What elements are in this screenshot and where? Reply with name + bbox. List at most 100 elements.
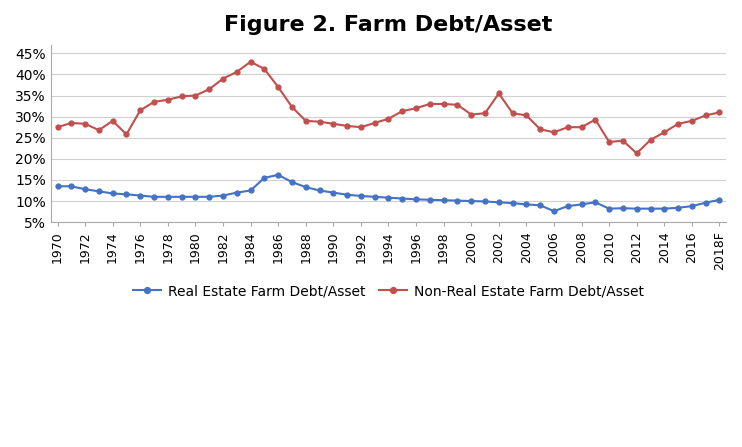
Non-Real Estate Farm Debt/Asset	[646, 137, 655, 143]
Real Estate Farm Debt/Asset	[563, 203, 572, 209]
Real Estate Farm Debt/Asset	[246, 188, 255, 193]
Non-Real Estate Farm Debt/Asset	[94, 127, 103, 133]
Real Estate Farm Debt/Asset	[619, 206, 628, 211]
Real Estate Farm Debt/Asset	[577, 202, 586, 207]
Non-Real Estate Farm Debt/Asset	[246, 59, 255, 64]
Non-Real Estate Farm Debt/Asset	[384, 116, 393, 122]
Line: Non-Real Estate Farm Debt/Asset: Non-Real Estate Farm Debt/Asset	[55, 59, 722, 156]
Non-Real Estate Farm Debt/Asset	[494, 91, 503, 96]
Real Estate Farm Debt/Asset	[67, 184, 76, 189]
Real Estate Farm Debt/Asset	[384, 195, 393, 200]
Non-Real Estate Farm Debt/Asset	[577, 125, 586, 130]
Real Estate Farm Debt/Asset	[660, 206, 669, 211]
Non-Real Estate Farm Debt/Asset	[563, 125, 572, 130]
Real Estate Farm Debt/Asset	[481, 199, 490, 204]
Non-Real Estate Farm Debt/Asset	[453, 102, 462, 107]
Line: Real Estate Farm Debt/Asset: Real Estate Farm Debt/Asset	[55, 173, 722, 214]
Real Estate Farm Debt/Asset	[287, 179, 296, 185]
Real Estate Farm Debt/Asset	[122, 192, 131, 197]
Real Estate Farm Debt/Asset	[53, 184, 62, 189]
Real Estate Farm Debt/Asset	[356, 193, 365, 198]
Non-Real Estate Farm Debt/Asset	[619, 138, 628, 143]
Non-Real Estate Farm Debt/Asset	[632, 151, 641, 156]
Real Estate Farm Debt/Asset	[453, 198, 462, 203]
Non-Real Estate Farm Debt/Asset	[191, 93, 200, 98]
Title: Figure 2. Farm Debt/Asset: Figure 2. Farm Debt/Asset	[224, 15, 553, 35]
Non-Real Estate Farm Debt/Asset	[674, 121, 683, 127]
Real Estate Farm Debt/Asset	[205, 194, 214, 199]
Non-Real Estate Farm Debt/Asset	[150, 99, 159, 105]
Real Estate Farm Debt/Asset	[508, 200, 517, 206]
Real Estate Farm Debt/Asset	[701, 200, 710, 206]
Real Estate Farm Debt/Asset	[591, 200, 600, 205]
Non-Real Estate Farm Debt/Asset	[260, 66, 269, 72]
Real Estate Farm Debt/Asset	[467, 198, 476, 204]
Real Estate Farm Debt/Asset	[232, 190, 241, 195]
Non-Real Estate Farm Debt/Asset	[715, 110, 724, 115]
Real Estate Farm Debt/Asset	[398, 196, 407, 201]
Non-Real Estate Farm Debt/Asset	[439, 101, 448, 107]
Real Estate Farm Debt/Asset	[219, 193, 228, 198]
Real Estate Farm Debt/Asset	[301, 185, 310, 190]
Non-Real Estate Farm Debt/Asset	[274, 84, 283, 90]
Real Estate Farm Debt/Asset	[605, 206, 614, 211]
Real Estate Farm Debt/Asset	[163, 194, 172, 199]
Non-Real Estate Farm Debt/Asset	[122, 132, 131, 137]
Real Estate Farm Debt/Asset	[191, 194, 200, 199]
Non-Real Estate Farm Debt/Asset	[605, 139, 614, 145]
Non-Real Estate Farm Debt/Asset	[425, 101, 434, 107]
Non-Real Estate Farm Debt/Asset	[356, 125, 365, 130]
Non-Real Estate Farm Debt/Asset	[481, 110, 490, 116]
Real Estate Farm Debt/Asset	[550, 208, 559, 214]
Real Estate Farm Debt/Asset	[260, 175, 269, 181]
Legend: Real Estate Farm Debt/Asset, Non-Real Estate Farm Debt/Asset: Real Estate Farm Debt/Asset, Non-Real Es…	[128, 279, 649, 304]
Real Estate Farm Debt/Asset	[715, 197, 724, 202]
Real Estate Farm Debt/Asset	[329, 190, 338, 195]
Non-Real Estate Farm Debt/Asset	[591, 117, 600, 122]
Non-Real Estate Farm Debt/Asset	[343, 123, 352, 129]
Non-Real Estate Farm Debt/Asset	[108, 118, 117, 123]
Non-Real Estate Farm Debt/Asset	[536, 127, 545, 132]
Real Estate Farm Debt/Asset	[94, 189, 103, 194]
Real Estate Farm Debt/Asset	[315, 188, 324, 193]
Real Estate Farm Debt/Asset	[687, 203, 696, 209]
Real Estate Farm Debt/Asset	[439, 198, 448, 203]
Real Estate Farm Debt/Asset	[150, 194, 159, 199]
Non-Real Estate Farm Debt/Asset	[177, 94, 186, 99]
Non-Real Estate Farm Debt/Asset	[315, 119, 324, 124]
Real Estate Farm Debt/Asset	[81, 186, 90, 192]
Real Estate Farm Debt/Asset	[177, 194, 186, 199]
Real Estate Farm Debt/Asset	[646, 206, 655, 211]
Real Estate Farm Debt/Asset	[674, 205, 683, 211]
Non-Real Estate Farm Debt/Asset	[287, 104, 296, 110]
Non-Real Estate Farm Debt/Asset	[701, 113, 710, 118]
Non-Real Estate Farm Debt/Asset	[467, 112, 476, 117]
Non-Real Estate Farm Debt/Asset	[232, 69, 241, 75]
Real Estate Farm Debt/Asset	[632, 206, 641, 211]
Real Estate Farm Debt/Asset	[108, 191, 117, 196]
Non-Real Estate Farm Debt/Asset	[136, 108, 145, 113]
Non-Real Estate Farm Debt/Asset	[550, 130, 559, 135]
Non-Real Estate Farm Debt/Asset	[370, 120, 379, 126]
Real Estate Farm Debt/Asset	[412, 197, 421, 202]
Non-Real Estate Farm Debt/Asset	[53, 125, 62, 130]
Real Estate Farm Debt/Asset	[494, 200, 503, 205]
Real Estate Farm Debt/Asset	[343, 192, 352, 198]
Real Estate Farm Debt/Asset	[522, 202, 531, 207]
Non-Real Estate Farm Debt/Asset	[301, 118, 310, 123]
Non-Real Estate Farm Debt/Asset	[412, 105, 421, 111]
Non-Real Estate Farm Debt/Asset	[687, 118, 696, 123]
Non-Real Estate Farm Debt/Asset	[81, 121, 90, 127]
Non-Real Estate Farm Debt/Asset	[660, 130, 669, 135]
Non-Real Estate Farm Debt/Asset	[508, 110, 517, 116]
Non-Real Estate Farm Debt/Asset	[522, 113, 531, 118]
Non-Real Estate Farm Debt/Asset	[163, 97, 172, 102]
Non-Real Estate Farm Debt/Asset	[398, 109, 407, 114]
Non-Real Estate Farm Debt/Asset	[329, 121, 338, 127]
Real Estate Farm Debt/Asset	[536, 202, 545, 208]
Non-Real Estate Farm Debt/Asset	[219, 76, 228, 81]
Real Estate Farm Debt/Asset	[136, 193, 145, 198]
Real Estate Farm Debt/Asset	[425, 197, 434, 202]
Real Estate Farm Debt/Asset	[370, 194, 379, 199]
Real Estate Farm Debt/Asset	[274, 172, 283, 177]
